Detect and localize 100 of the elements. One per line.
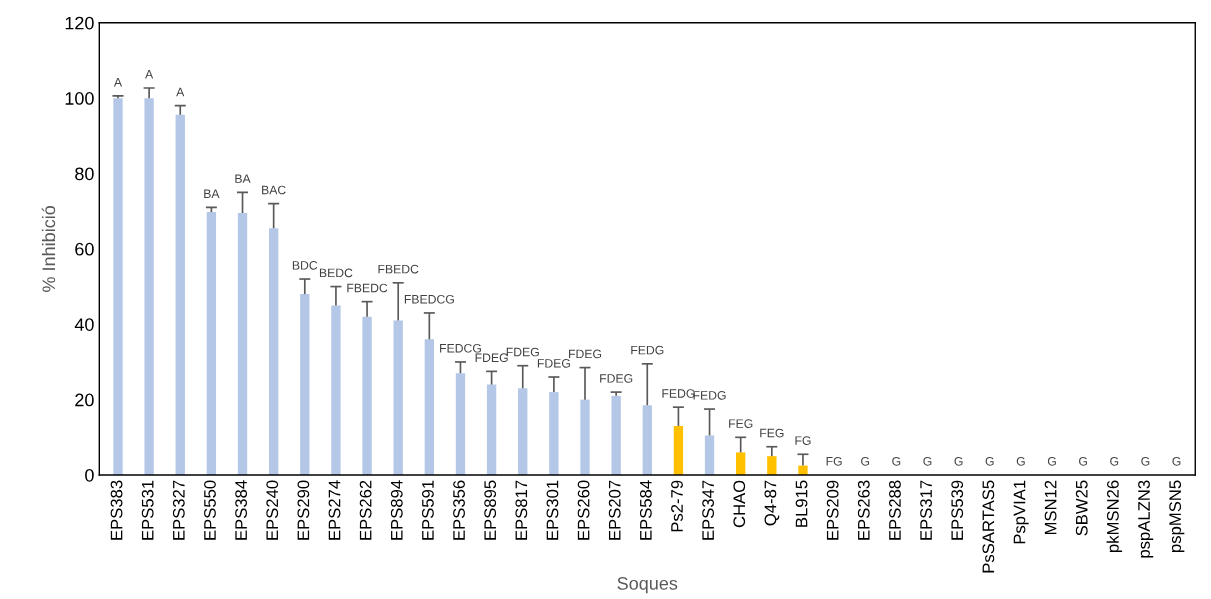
annotation: FG [795,436,811,445]
bar [175,114,185,476]
annotation: G [985,456,994,466]
x-tick-label: BL915 [795,480,808,527]
y-tick-label: 120 [65,16,94,30]
annotation: BDC [292,261,318,270]
annotation: BA [204,189,220,198]
x-tick-label: EPS274 [328,480,341,540]
bar [424,339,434,476]
x-tick-label: EPS531 [141,480,154,540]
bar [580,399,590,476]
x-tick-label: EPS209 [826,480,839,540]
x-tick-label: EPS817 [515,480,528,540]
bar [268,228,279,476]
bar [673,426,684,476]
x-tick-label: EPS260 [577,480,590,540]
annotation: G [954,456,963,466]
bar [767,456,777,476]
annotation: FDEG [506,347,539,357]
bar [206,211,217,476]
bar [549,392,559,476]
bar [300,294,310,476]
annotation: FEDG [693,391,726,400]
annotation: FEG [760,428,784,438]
annotation: FEDG [662,389,695,398]
x-tick-label: EPS584 [639,480,652,540]
annotation: FDEG [600,374,633,383]
annotation: G [1016,456,1025,466]
x-tick-label: EPS384 [235,480,247,540]
x-axis-title: Soques [617,577,678,594]
annotation: G [892,456,901,466]
x-tick-label: EPS262 [359,480,372,540]
bar [237,213,248,476]
bar [642,405,652,476]
annotation: BEDC [319,268,353,278]
x-tick-label: EPS894 [390,480,403,540]
annotation: FDEG [537,359,570,368]
x-tick-label: EPS347 [702,480,715,540]
x-tick-label: EPS539 [951,480,964,540]
annotation: G [1079,456,1088,466]
annotation: BAC [262,185,286,195]
x-tick-label: EPS301 [546,480,559,540]
annotation: A [145,70,154,79]
bar [518,388,528,476]
y-tick-label: 40 [74,318,94,331]
bar [736,452,746,476]
y-tick-label: 100 [65,92,94,105]
annotation: FG [826,456,842,466]
x-tick-label: EPS327 [172,480,185,540]
annotation: G [1110,456,1119,466]
annotation: FBEDC [378,264,419,274]
annotation: FBEDC [347,283,388,293]
annotation: FEDCG [440,343,481,353]
x-tick-label: PspVIA1 [1013,480,1029,544]
x-tick-label: pspMSN5 [1169,480,1185,552]
x-tick-label: pspALZN3 [1138,480,1154,558]
y-tick-label: 0 [85,468,94,482]
annotation: G [1172,456,1181,466]
x-tick-label: EPS288 [889,480,901,540]
x-tick-label: SBW25 [1075,480,1088,536]
bar [455,373,466,476]
x-tick-label: EPS317 [920,480,932,540]
x-tick-label: pkMSN26 [1106,480,1123,552]
x-tick-label: Ps2-79 [671,480,683,532]
y-axis-title: % Inhibició [41,205,56,292]
x-tick-label: MSN12 [1044,480,1057,535]
x-tick-label: EPS895 [484,480,497,540]
y-tick-label: 20 [75,393,94,407]
annotation: BA [235,174,251,183]
annotation: G [923,456,932,466]
annotation: FDEG [475,353,508,363]
bar [331,305,341,476]
annotation: A [113,77,123,87]
bar [393,320,403,476]
annotation: FEG [729,419,753,428]
x-tick-label: EPS207 [608,480,621,540]
bar [113,98,123,476]
bar [486,384,497,476]
annotation: G [1141,456,1150,466]
x-tick-label: EPS550 [204,480,216,540]
annotation: FBEDCG [404,294,454,304]
x-tick-label: Q4-87 [764,480,780,526]
annotation: FDEG [569,349,602,359]
x-tick-label: PsSARTAS5 [982,480,995,573]
bar [798,465,808,476]
bar [362,316,372,476]
x-tick-label: CHAO [733,480,746,528]
bar [704,435,715,476]
bar [611,395,621,476]
x-tick-label: EPS290 [297,480,310,540]
x-tick-label: EPS383 [110,480,123,540]
annotation: G [861,456,870,466]
x-tick-label: EPS263 [857,480,870,540]
bar [144,98,154,476]
x-tick-label: EPS356 [453,480,465,540]
annotation: FEDG [631,345,664,355]
y-tick-label: 60 [75,242,94,256]
annotation: G [1047,456,1056,466]
x-tick-label: EPS240 [266,480,279,540]
y-tick-label: 80 [75,167,94,181]
